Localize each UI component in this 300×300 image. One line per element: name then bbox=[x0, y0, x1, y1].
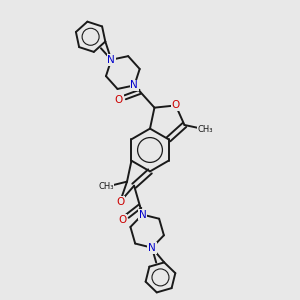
Text: CH₃: CH₃ bbox=[98, 182, 114, 191]
Text: CH₃: CH₃ bbox=[198, 125, 213, 134]
Text: N: N bbox=[139, 210, 146, 220]
Text: N: N bbox=[148, 243, 156, 253]
Text: O: O bbox=[118, 215, 126, 225]
Text: N: N bbox=[130, 80, 138, 90]
Text: O: O bbox=[116, 197, 124, 207]
Text: N: N bbox=[107, 55, 115, 65]
Text: O: O bbox=[115, 94, 123, 104]
Text: O: O bbox=[172, 100, 180, 110]
